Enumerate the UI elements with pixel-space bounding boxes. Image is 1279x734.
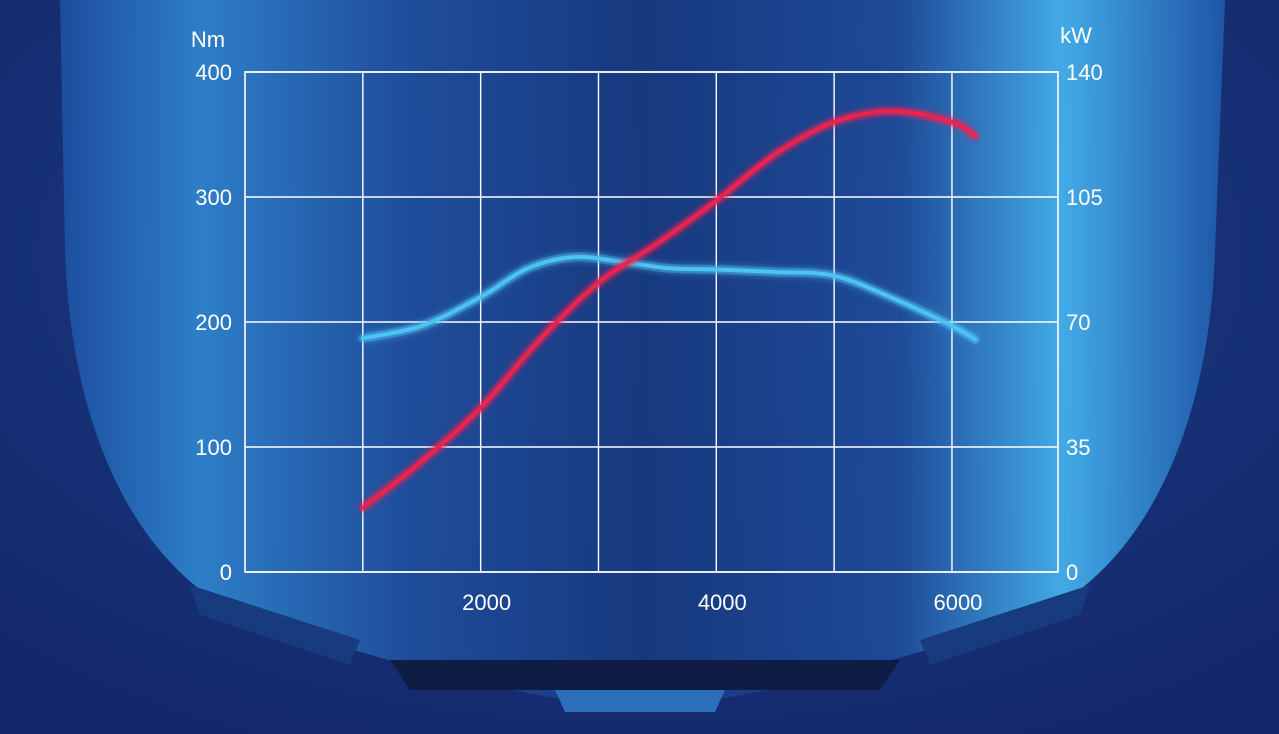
- torque-data-point: [950, 324, 954, 328]
- torque-data-point: [420, 324, 424, 328]
- torque-data-point: [479, 295, 483, 299]
- y-right-tick-label: 105: [1066, 185, 1103, 210]
- y-left-tick-label: 200: [195, 310, 232, 335]
- torque-data-point: [891, 296, 895, 300]
- y-left-tick-label: 300: [195, 185, 232, 210]
- torque-data-point: [620, 260, 624, 264]
- x-tick-label: 6000: [933, 590, 982, 615]
- torque-data-point: [714, 268, 718, 271]
- y-right-tick-label: 70: [1066, 310, 1090, 335]
- y-axis-left-unit-label: Nm: [191, 27, 225, 52]
- y-right-tick-label: 140: [1066, 60, 1103, 85]
- power-data-point: [950, 120, 954, 124]
- power-data-point: [420, 459, 424, 463]
- series-layer: [358, 106, 980, 513]
- x-tick-label: 2000: [462, 590, 511, 615]
- power-data-point: [832, 120, 836, 124]
- torque-data-point: [974, 338, 978, 341]
- y-right-tick-label: 0: [1066, 560, 1078, 585]
- power-data-point: [538, 338, 542, 342]
- y-right-tick-label: 35: [1066, 435, 1090, 460]
- power-data-point: [655, 241, 659, 245]
- y-axis-right-unit-label: kW: [1060, 23, 1092, 48]
- x-tick-label: 4000: [698, 590, 747, 615]
- torque-data-point: [573, 255, 577, 259]
- torque-data-point: [773, 270, 777, 274]
- y-left-tick-label: 0: [220, 560, 232, 585]
- torque-data-point: [526, 266, 530, 270]
- y-left-tick-label: 400: [195, 60, 232, 85]
- power-data-point: [773, 152, 777, 156]
- power-data-point: [361, 506, 365, 510]
- torque-data-point: [832, 274, 836, 278]
- torque-data-point: [361, 336, 365, 340]
- power-data-point: [974, 134, 978, 138]
- torque-data-point: [667, 266, 671, 270]
- power-data-point: [596, 281, 600, 285]
- plot-grid: [244, 71, 1059, 573]
- power-data-point: [479, 406, 483, 410]
- power-data-point: [891, 109, 895, 113]
- power-data-point: [714, 199, 718, 203]
- y-left-tick-label: 100: [195, 435, 232, 460]
